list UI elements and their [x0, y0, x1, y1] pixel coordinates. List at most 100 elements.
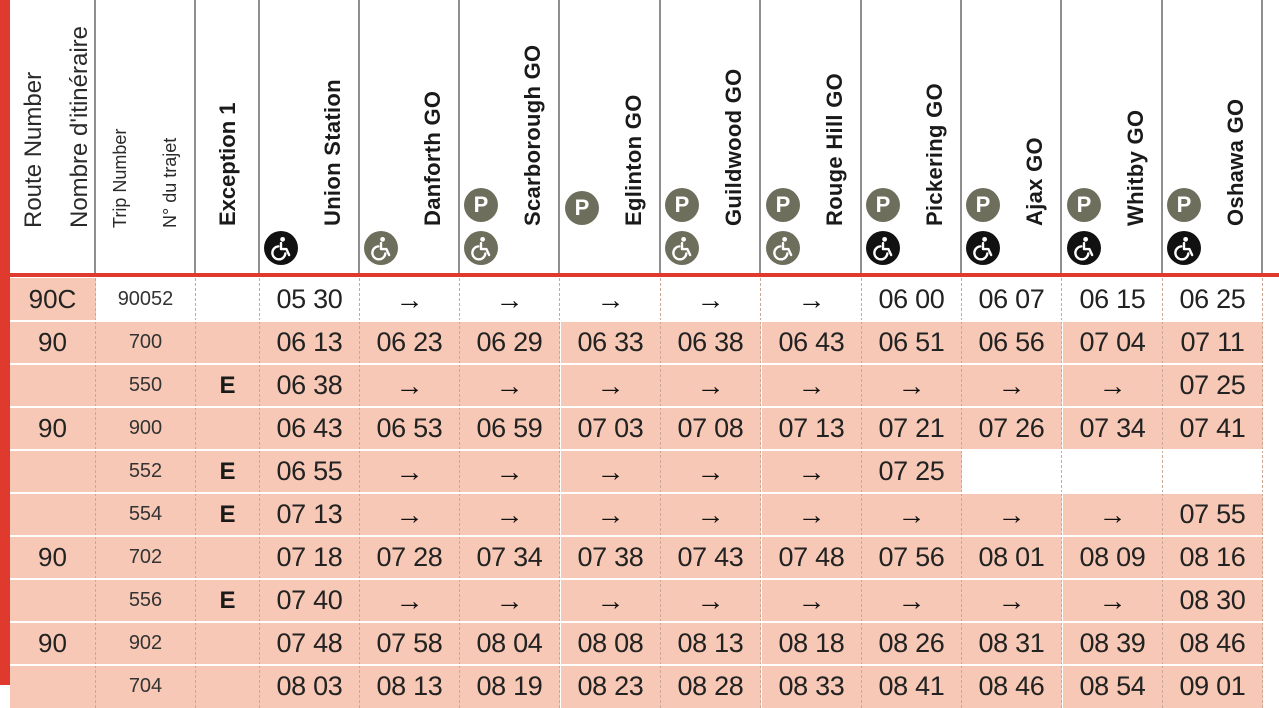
- wheelchair-icon: [264, 231, 298, 265]
- exception-header: Exception 1: [196, 0, 260, 273]
- wheelchair-icon: [866, 231, 900, 265]
- row-separator: [10, 535, 1279, 537]
- skip-arrow-cell: →: [1063, 364, 1163, 407]
- skip-arrow-cell: →: [762, 450, 862, 493]
- skip-arrow-cell: →: [360, 278, 460, 321]
- station-name: Oshawa GO: [1223, 98, 1248, 226]
- station-name: Danforth GO: [420, 90, 445, 226]
- trip-number-label-en: Trip Number: [110, 128, 130, 228]
- time-cell: 08 30: [1163, 579, 1263, 622]
- wheelchair-icon: [364, 231, 398, 265]
- skip-arrow-cell: →: [1063, 493, 1163, 536]
- table-row: 90 902 07 48 07 58 08 04 08 08 08 13 08 18 08 26…: [10, 622, 1279, 665]
- skip-arrow-cell: →: [862, 364, 962, 407]
- wheelchair-icon: [1067, 231, 1101, 265]
- exception-cell: E: [196, 493, 260, 536]
- table-row: 90 900 06 43 06 53 06 59 07 03 07 08 07 13 07 21…: [10, 407, 1279, 450]
- parking-icon: P: [966, 188, 1000, 222]
- time-cell: 08 28: [661, 665, 761, 708]
- time-cell: 07 48: [762, 536, 862, 579]
- time-cell: 06 56: [962, 321, 1062, 364]
- station-header: Danforth GO: [360, 0, 460, 273]
- time-cell: 07 41: [1163, 407, 1263, 450]
- station-header: Guildwood GO P: [661, 0, 761, 273]
- skip-arrow-cell: →: [661, 493, 761, 536]
- time-cell: 08 04: [460, 622, 560, 665]
- parking-icon-letter: P: [473, 192, 489, 217]
- skip-arrow-cell: →: [460, 364, 560, 407]
- time-cell: 06 07: [962, 278, 1062, 321]
- skip-arrow-cell: →: [460, 493, 560, 536]
- exception-label: Exception 1: [215, 102, 240, 226]
- time-cell: 08 03: [260, 665, 360, 708]
- exception-cell: [196, 278, 260, 321]
- time-cell: 06 29: [460, 321, 560, 364]
- station-header: Union Station: [260, 0, 360, 273]
- header-divider: [0, 273, 1279, 277]
- trip-number-cell: 554: [96, 493, 196, 536]
- exception-cell: [196, 321, 260, 364]
- time-cell: 08 09: [1063, 536, 1163, 579]
- exception-cell: E: [196, 364, 260, 407]
- route-number-cell: [10, 493, 96, 536]
- time-cell: 07 58: [360, 622, 460, 665]
- time-cell: [1163, 450, 1263, 493]
- station-name: Guildwood GO: [721, 68, 746, 226]
- time-cell: 07 13: [260, 493, 360, 536]
- station-name: Ajax GO: [1022, 137, 1047, 226]
- row-separator: [10, 664, 1279, 666]
- skip-arrow-cell: →: [561, 278, 661, 321]
- parking-icon-letter: P: [574, 195, 590, 220]
- trip-number-cell: 704: [96, 665, 196, 708]
- skip-arrow-cell: →: [360, 450, 460, 493]
- skip-arrow-cell: →: [561, 579, 661, 622]
- time-cell: 08 41: [862, 665, 962, 708]
- time-cell: 05 30: [260, 278, 360, 321]
- time-cell: 08 39: [1063, 622, 1163, 665]
- time-cell: 08 18: [762, 622, 862, 665]
- time-cell: 06 43: [762, 321, 862, 364]
- time-cell: 07 13: [762, 407, 862, 450]
- time-cell: 07 38: [561, 536, 661, 579]
- station-header: Rouge Hill GO P: [762, 0, 862, 273]
- parking-icon-letter: P: [1176, 192, 1192, 217]
- trip-number-label-fr: N° du trajet: [160, 137, 180, 228]
- time-cell: 06 00: [862, 278, 962, 321]
- parking-icon: P: [1067, 188, 1101, 222]
- skip-arrow-cell: →: [962, 364, 1062, 407]
- wheelchair-icon: [766, 231, 800, 265]
- time-cell: 07 28: [360, 536, 460, 579]
- skip-arrow-cell: →: [661, 278, 761, 321]
- route-number-cell: 90: [10, 622, 96, 665]
- row-separator: [10, 621, 1279, 623]
- table-row: 556 E 07 40 → → → → → → → → 08 30: [10, 579, 1279, 622]
- route-number-cell: 90: [10, 407, 96, 450]
- skip-arrow-cell: →: [561, 450, 661, 493]
- row-separator: [10, 449, 1279, 451]
- skip-arrow-cell: →: [661, 450, 761, 493]
- skip-arrow-cell: →: [962, 493, 1062, 536]
- station-header: Ajax GO P: [962, 0, 1062, 273]
- exception-cell: E: [196, 579, 260, 622]
- table-row: 90 700 06 13 06 23 06 29 06 33 06 38 06 43 06 51…: [10, 321, 1279, 364]
- time-cell: 07 48: [260, 622, 360, 665]
- route-number-label-fr: Nombre d'itinéraire: [66, 26, 93, 228]
- skip-arrow-cell: →: [762, 579, 862, 622]
- skip-arrow-cell: →: [661, 579, 761, 622]
- table-row: 90 702 07 18 07 28 07 34 07 38 07 43 07 48 07 56…: [10, 536, 1279, 579]
- skip-arrow-cell: →: [460, 450, 560, 493]
- table-row: 90C 90052 05 30 → → → → → 06 00 06 07 06 15 06 25: [10, 278, 1279, 321]
- skip-arrow-cell: →: [360, 364, 460, 407]
- time-cell: 07 21: [862, 407, 962, 450]
- route-number-cell: 90: [10, 321, 96, 364]
- table-row: 554 E 07 13 → → → → → → → → 07 55: [10, 493, 1279, 536]
- time-cell: 08 13: [360, 665, 460, 708]
- parking-icon-letter: P: [875, 192, 891, 217]
- trip-number-cell: 556: [96, 579, 196, 622]
- skip-arrow-cell: →: [460, 278, 560, 321]
- station-name: Rouge Hill GO: [822, 72, 847, 226]
- station-name: Whitby GO: [1123, 109, 1148, 226]
- table-row: 704 08 03 08 13 08 19 08 23 08 28 08 33 08 41 08…: [10, 665, 1279, 708]
- parking-icon: P: [1167, 188, 1201, 222]
- time-cell: 06 38: [661, 321, 761, 364]
